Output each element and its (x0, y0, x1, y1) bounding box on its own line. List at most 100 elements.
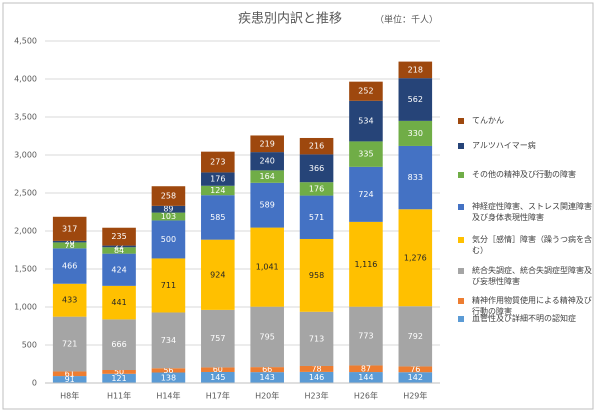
legend-swatch (458, 298, 464, 304)
data-label: 78 (311, 364, 321, 373)
data-label: 138 (161, 373, 176, 382)
data-label: 91 (65, 375, 75, 384)
bar-segment (151, 220, 186, 259)
data-label: 124 (210, 186, 225, 195)
bar-segment (349, 100, 383, 142)
bar-segment (398, 120, 433, 146)
legend-swatch (458, 118, 464, 124)
bar-segment (398, 372, 433, 383)
bar-segment (299, 238, 334, 312)
bar-segment (250, 170, 284, 183)
bar-segment (398, 366, 433, 373)
data-label: 1,276 (404, 253, 427, 262)
data-label: 585 (210, 213, 225, 222)
data-label: 103 (161, 212, 176, 221)
bar-segment (349, 365, 383, 373)
bar-segment (299, 311, 334, 366)
x-tick-label: H20年 (255, 391, 279, 401)
bar-segment (102, 285, 136, 320)
data-label: 1,116 (354, 260, 377, 269)
legend-label: その他の精神及び行動の障害 (472, 170, 576, 179)
x-tick-label: H26年 (354, 391, 378, 401)
bar-segment (102, 245, 136, 248)
bar-segment (151, 205, 186, 213)
data-label: 724 (358, 190, 373, 199)
legend-swatch (458, 316, 464, 322)
x-tick-label: H17年 (206, 391, 230, 401)
legend-label: 神経症性障害、ストレス関連障害及び身体表現性障害 (472, 202, 592, 222)
data-label: 66 (262, 365, 272, 374)
data-label: 235 (111, 232, 126, 241)
data-label: 145 (210, 373, 225, 382)
y-tick-label: 2,500 (14, 189, 37, 198)
data-label: 176 (210, 175, 225, 184)
bar-segment (201, 151, 235, 173)
x-tick-label: H8年 (60, 391, 79, 401)
bar-segment (102, 247, 136, 254)
data-label: 534 (358, 117, 373, 126)
x-tick-label: H29年 (403, 391, 427, 401)
bar-segment (398, 61, 433, 79)
bar-segment (52, 283, 87, 317)
data-label: 589 (260, 201, 275, 210)
chart-frame (2, 2, 594, 410)
data-label: 1,041 (256, 263, 279, 272)
bar-segment (102, 373, 136, 383)
data-label: 441 (111, 298, 126, 307)
y-tick-label: 4,500 (14, 37, 37, 46)
data-label: 87 (361, 364, 371, 373)
bar-segment (349, 81, 383, 101)
bar-segment (151, 212, 186, 221)
bar-segment (151, 368, 186, 373)
y-tick-label: 0 (32, 379, 37, 388)
y-tick-label: 4,000 (14, 75, 37, 84)
data-label: 121 (111, 374, 126, 383)
legend-label: 血管性及び詳細不明の認知症 (472, 314, 576, 323)
data-label: 146 (309, 373, 324, 382)
bar-segment (349, 372, 383, 383)
bar-segment (201, 185, 235, 196)
legend-swatch (458, 268, 464, 274)
y-tick-label: 2,000 (14, 227, 37, 236)
legend-label: 精神作用物質使用による精神及び行動の障害 (472, 296, 592, 316)
data-label: 335 (358, 150, 373, 159)
bar-segment (250, 306, 284, 368)
data-label: 562 (408, 95, 423, 104)
bar-segment (299, 365, 334, 372)
data-label: 20 (65, 237, 75, 246)
bar-segment (299, 195, 334, 239)
data-label: 500 (161, 235, 176, 244)
bar-segment (52, 240, 87, 243)
bar-segment (250, 182, 284, 228)
x-tick-label: H14年 (156, 391, 180, 401)
bar-segment (250, 227, 284, 307)
data-label: 240 (260, 157, 275, 166)
bar-segment (151, 372, 186, 383)
data-label: 711 (161, 281, 176, 290)
bar-segment (349, 166, 383, 222)
bar-segment (201, 309, 235, 368)
y-tick-label: 500 (22, 341, 37, 350)
data-label: 89 (163, 205, 173, 214)
legend-swatch (458, 172, 464, 178)
bar-segment (299, 137, 334, 155)
bar-segment (201, 195, 235, 240)
data-label: 366 (309, 164, 324, 173)
data-label: 218 (408, 65, 423, 74)
bar-segment (52, 242, 87, 249)
bar-segment (250, 135, 284, 153)
bar-segment (299, 371, 334, 383)
bar-segment (102, 253, 136, 286)
data-label: 721 (62, 340, 77, 349)
bar-segment (52, 371, 87, 377)
data-label: 22 (114, 242, 124, 251)
data-label: 56 (163, 366, 173, 375)
bar-segment (102, 319, 136, 371)
data-label: 216 (309, 142, 324, 151)
legend-swatch (458, 237, 464, 243)
data-label: 76 (410, 365, 420, 374)
data-label: 713 (309, 334, 324, 343)
data-label: 143 (260, 373, 275, 382)
data-label: 958 (309, 271, 324, 280)
bar-segment (151, 258, 186, 313)
